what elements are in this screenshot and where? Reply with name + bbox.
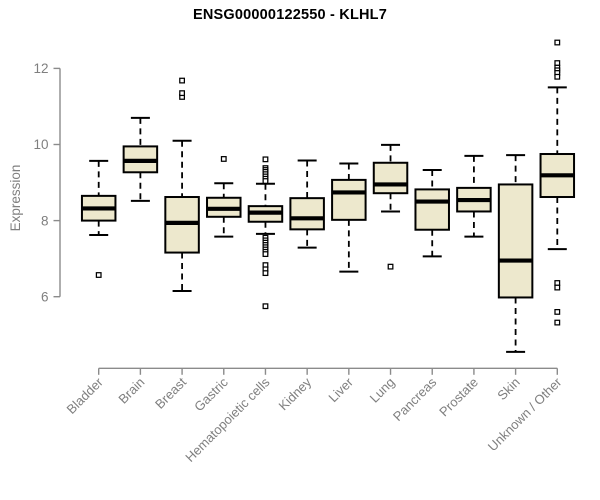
- outlier-point: [179, 77, 186, 84]
- box-liver: [331, 162, 367, 273]
- outlier-point: [262, 270, 269, 277]
- x-category-label-gastric: Gastric: [191, 374, 231, 414]
- outlier-point: [554, 319, 561, 326]
- box-lung: [372, 143, 409, 270]
- x-category-label-bladder: Bladder: [64, 374, 107, 417]
- x-category-label-breast: Breast: [152, 374, 189, 411]
- x-category-label-prostate: Prostate: [436, 375, 481, 420]
- outlier-point: [179, 90, 186, 97]
- y-tick-label: 6: [41, 289, 49, 304]
- y-tick-label: 10: [33, 137, 48, 152]
- outlier-point: [554, 280, 561, 286]
- x-category-label-skin: Skin: [494, 375, 522, 403]
- y-axis: 6 8 10 12: [33, 61, 61, 304]
- box-unknown-other: [539, 39, 576, 326]
- outlier-point: [554, 308, 561, 315]
- box-prostate: [456, 154, 492, 238]
- box-brain: [122, 116, 159, 202]
- x-category-label-unknown-other: Unknown / Other: [485, 374, 565, 454]
- x-category-label-liver: Liver: [325, 374, 356, 405]
- outlier-point: [95, 272, 102, 278]
- x-category-label-pancreas: Pancreas: [390, 374, 440, 424]
- chart-title: ENSG00000122550 - KLHL7: [192, 7, 387, 23]
- x-category-label-lung: Lung: [367, 375, 398, 406]
- box-gastric: [206, 156, 242, 238]
- box-skin: [497, 154, 534, 353]
- outlier-point: [220, 156, 227, 162]
- box-hematopoietic-cells: [247, 156, 284, 310]
- box-kidney: [289, 159, 325, 249]
- x-category-label-kidney: Kidney: [276, 374, 315, 413]
- box-pancreas: [414, 168, 450, 258]
- outlier-point: [262, 251, 269, 258]
- x-category-label-brain: Brain: [115, 375, 147, 407]
- outlier-point: [262, 178, 269, 184]
- box-bladder: [80, 159, 117, 278]
- outlier-point: [262, 303, 269, 310]
- y-tick-label: 8: [41, 213, 49, 228]
- outlier-point: [554, 284, 561, 291]
- outlier-point: [262, 156, 269, 163]
- outlier-point: [554, 60, 561, 66]
- y-tick-label: 12: [33, 61, 48, 76]
- outlier-point: [387, 263, 394, 270]
- outlier-point: [554, 39, 561, 46]
- box-breast: [164, 77, 200, 292]
- outlier-point: [554, 73, 561, 80]
